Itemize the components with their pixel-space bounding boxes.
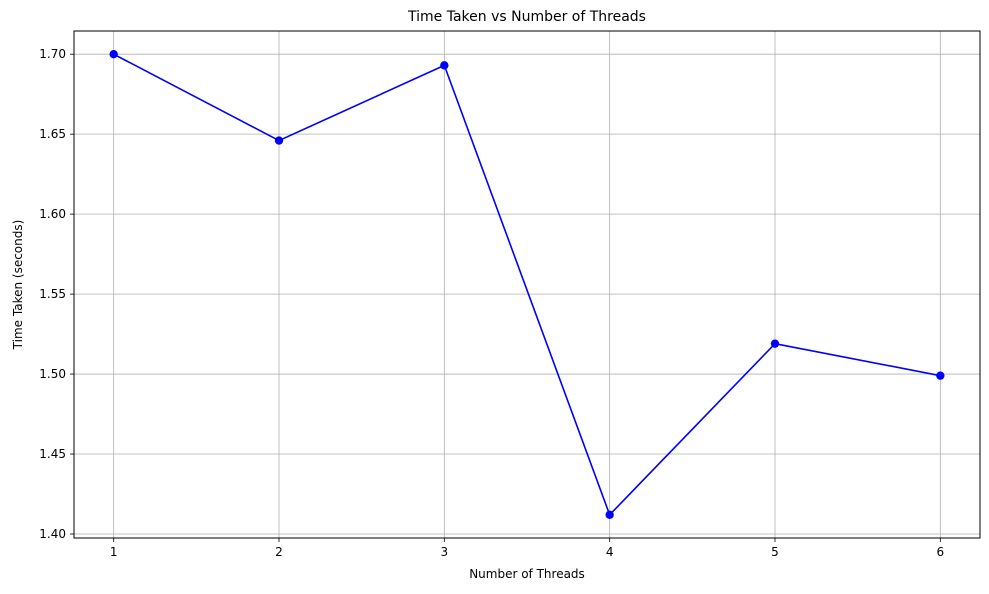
data-point-marker: [605, 510, 614, 520]
series-layer: [109, 49, 945, 520]
y-tick-label: 1.45: [39, 447, 66, 461]
tick-layer: 1 2 3 4 5 6 1.40 1.45 1.50 1.55 1.60 1.65 1.70: [39, 47, 944, 559]
y-tick-label: 1.65: [39, 127, 66, 141]
x-tick-label: 5: [771, 545, 779, 559]
x-tick-label: 6: [937, 545, 945, 559]
grid-lines: [74, 31, 980, 538]
chart-title: Time Taken vs Number of Threads: [407, 9, 646, 25]
y-tick-label: 1.40: [39, 527, 66, 541]
x-tick-label: 4: [606, 545, 614, 559]
y-tick-label: 1.70: [39, 47, 66, 61]
x-tick-label: 2: [275, 545, 283, 559]
plot-area-frame: [73, 30, 981, 539]
x-tick-label: 1: [110, 545, 118, 559]
data-point-marker: [440, 61, 449, 70]
x-axis-label: Number of Threads: [469, 567, 585, 581]
y-axis-label: Time Taken (seconds): [11, 220, 25, 351]
y-tick-label: 1.50: [39, 367, 66, 381]
data-point-marker: [770, 339, 780, 348]
y-tick-label: 1.55: [39, 287, 66, 301]
data-point-marker: [109, 49, 118, 59]
data-point-marker: [936, 371, 945, 380]
data-point-marker: [274, 136, 284, 145]
x-tick-label: 3: [441, 545, 449, 559]
series-line: [113, 53, 941, 516]
y-tick-label: 1.60: [39, 207, 66, 221]
